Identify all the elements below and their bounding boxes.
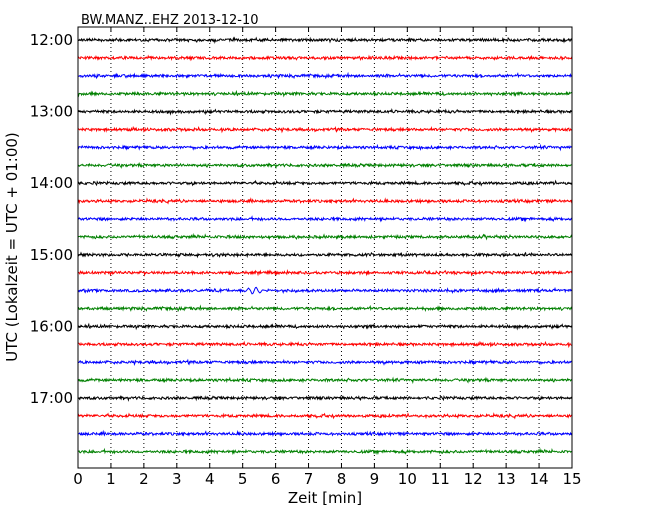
trace-1530 (77, 286, 573, 295)
y-tick-label-0: 12:00 (30, 31, 73, 49)
trace-1745 (77, 447, 572, 456)
traces (77, 36, 573, 456)
x-ticks: 0 1 2 3 4 5 6 7 8 9 10 11 12 13 14 15 (73, 27, 582, 488)
x-tick-label-7: 7 (304, 470, 314, 488)
trace-1245 (77, 89, 573, 98)
trace-1300 (78, 107, 573, 116)
x-tick-label-10: 10 (398, 470, 417, 488)
trace-1445 (77, 232, 573, 241)
y-axis-label: UTC (Lokalzeit = UTC + 01:00) (3, 132, 21, 362)
y-tick-label-5: 17:00 (30, 389, 73, 407)
plot-frame (77, 26, 573, 469)
trace-1330 (77, 143, 573, 152)
trace-1400 (77, 179, 573, 187)
y-tick-label-4: 16:00 (30, 317, 73, 335)
x-tick-label-5: 5 (238, 470, 248, 488)
trace-1215 (77, 54, 573, 62)
y-tick-label-1: 13:00 (30, 103, 73, 121)
x-tick-label-9: 9 (370, 470, 380, 488)
x-tick-label-13: 13 (497, 470, 516, 488)
trace-1515 (77, 268, 573, 277)
y-tick-label-3: 15:00 (30, 246, 73, 264)
chart-title: BW.MANZ..EHZ 2013-12-10 (81, 13, 259, 28)
trace-1630 (77, 358, 573, 367)
x-tick-label-15: 15 (562, 470, 581, 488)
trace-1200 (77, 36, 572, 44)
x-tick-label-2: 2 (139, 470, 149, 488)
grid-lines (110, 27, 540, 468)
x-tick-label-14: 14 (530, 470, 549, 488)
trace-1600 (77, 322, 573, 331)
trace-1315 (77, 125, 572, 134)
trace-1615 (77, 340, 573, 349)
trace-1545 (77, 304, 573, 313)
trace-1345 (77, 161, 572, 170)
x-tick-label-0: 0 (73, 470, 83, 488)
x-tick-label-11: 11 (431, 470, 450, 488)
x-tick-label-4: 4 (205, 470, 215, 488)
trace-1715 (77, 412, 572, 420)
trace-1645 (77, 376, 573, 385)
x-tick-label-8: 8 (337, 470, 347, 488)
x-tick-label-3: 3 (172, 470, 182, 488)
x-axis-label: Zeit [min] (288, 489, 362, 507)
x-tick-label-12: 12 (464, 470, 483, 488)
trace-1230 (77, 71, 572, 80)
x-tick-label-1: 1 (106, 470, 116, 488)
trace-1700 (78, 395, 573, 402)
x-tick-label-6: 6 (271, 470, 281, 488)
trace-1500 (77, 251, 573, 259)
trace-1730 (77, 429, 573, 438)
trace-1415 (77, 197, 573, 205)
y-ticks: 12:00 13:00 14:00 15:00 16:00 17:00 (30, 31, 572, 407)
y-tick-label-2: 14:00 (30, 174, 73, 192)
trace-1430 (77, 215, 573, 223)
